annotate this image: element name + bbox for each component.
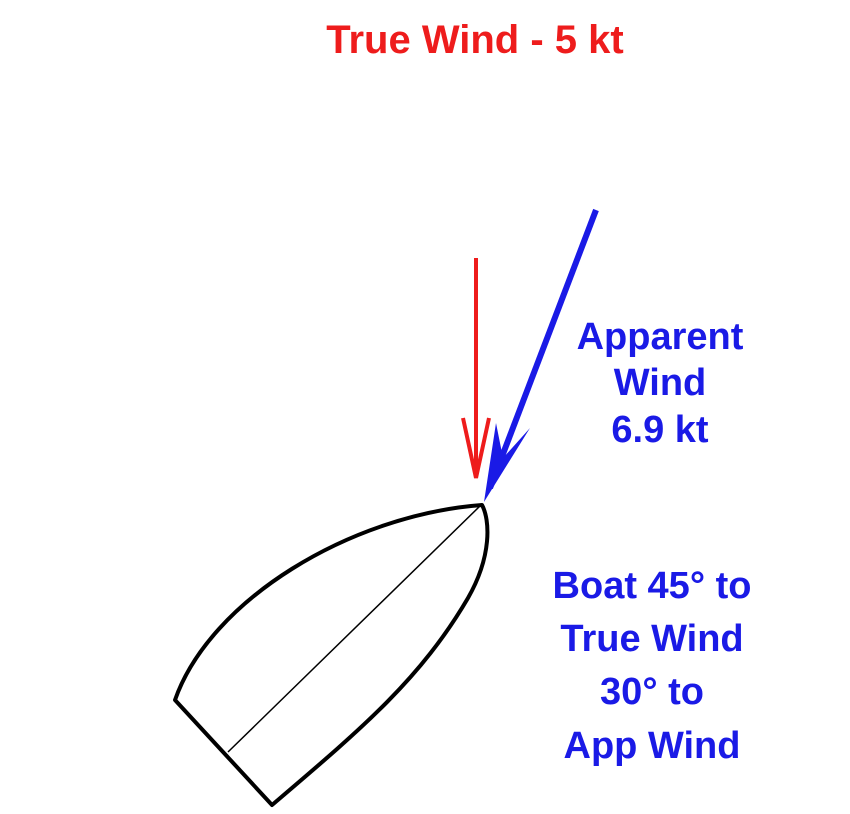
apparent-wind-line: Apparent	[576, 316, 744, 358]
apparent-wind-line: Wind	[613, 362, 707, 405]
apparent-wind-arrow	[484, 208, 599, 502]
hull-centerline	[227, 505, 481, 753]
boat-angle-line: App Wind	[563, 724, 741, 767]
true-wind-title: True Wind - 5 kt	[326, 18, 624, 62]
boat-hull	[173, 503, 490, 807]
boat-angle-line: 30° to	[600, 671, 704, 714]
apparent-wind-arrowhead	[484, 423, 530, 502]
boat-angle-line: True Wind	[560, 618, 744, 661]
true-wind-arrow	[461, 258, 491, 479]
boat-angle-line: Boat 45° to	[552, 565, 752, 607]
boat-angle-label: Boat 45° to True Wind 30° to App Wind	[510, 560, 794, 773]
apparent-wind-label: Apparent Wind 6.9 kt	[548, 314, 772, 453]
true-wind-arrowhead	[461, 417, 491, 479]
apparent-wind-speed: 6.9 kt	[611, 408, 709, 451]
hull-outline	[173, 503, 490, 807]
apparent-wind-shaft	[487, 208, 599, 490]
